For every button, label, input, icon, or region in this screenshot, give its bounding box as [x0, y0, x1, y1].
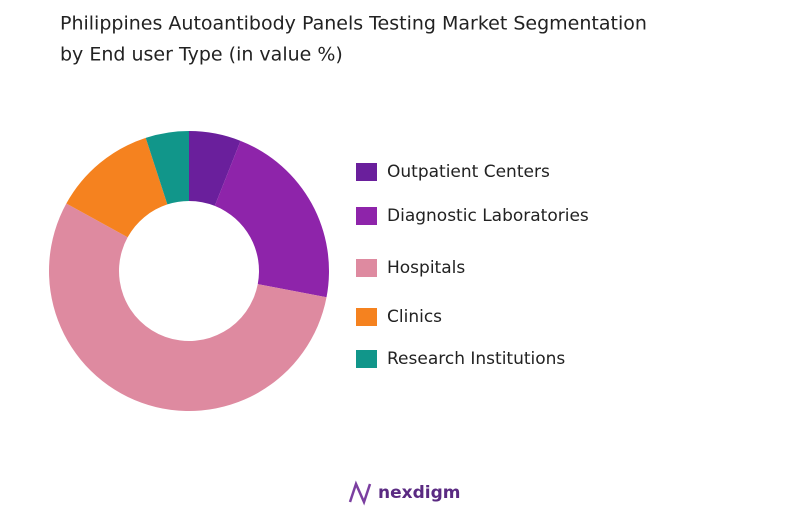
legend-label: Clinics — [387, 307, 442, 327]
donut-slice — [145, 131, 189, 205]
logo-text: nexdigm — [378, 483, 460, 503]
legend-label: Diagnostic Laboratories — [387, 206, 589, 226]
chart-title: by End user Type (in value %) — [60, 44, 343, 66]
logo: nexdigm — [348, 480, 460, 506]
donut-slice — [48, 203, 327, 412]
logo-icon — [348, 480, 372, 506]
legend-swatch — [356, 207, 377, 225]
legend-swatch — [356, 350, 377, 368]
legend-swatch — [356, 163, 377, 181]
legend-label: Research Institutions — [387, 349, 565, 369]
donut-slice — [66, 137, 168, 238]
legend-swatch — [356, 308, 377, 326]
donut-slice — [214, 140, 329, 298]
donut-slice — [189, 131, 241, 206]
legend-label: Outpatient Centers — [387, 162, 550, 182]
legend-label: Hospitals — [387, 258, 465, 278]
chart-title: Philippines Autoantibody Panels Testing … — [60, 13, 647, 35]
legend-swatch — [356, 259, 377, 277]
